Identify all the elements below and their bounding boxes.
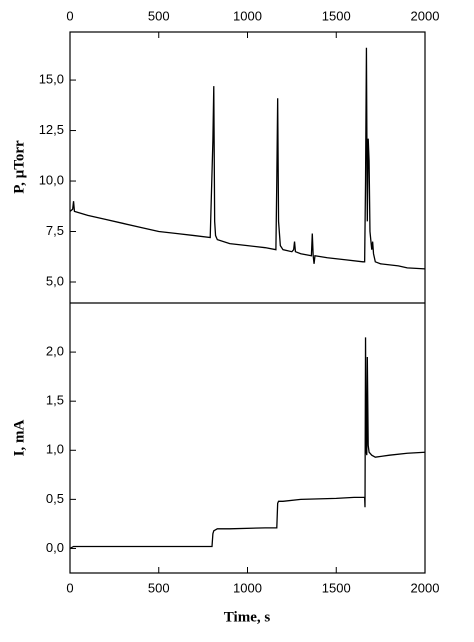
y-axis-label: P, µTorr (11, 140, 27, 194)
y-tick-label: 2,0 (46, 344, 64, 359)
y-tick-label: 12,5 (39, 122, 64, 137)
x-tick-label: 0 (66, 8, 73, 23)
y-tick-label: 5,0 (46, 273, 64, 288)
x-tick-label: 0 (66, 580, 73, 595)
y-tick-label: 0,5 (46, 491, 64, 506)
data-line (69, 47, 426, 270)
y-tick-label: 1,0 (46, 442, 64, 457)
x-axis-label: Time, s (224, 609, 271, 625)
y-tick-label: 1,5 (46, 393, 64, 408)
x-tick-label: 1000 (233, 580, 262, 595)
y-tick-label: 10,0 (39, 172, 64, 187)
x-tick-label: 500 (148, 8, 170, 23)
y-axis-label: I, mA (11, 420, 27, 457)
x-tick-label: 1500 (322, 8, 351, 23)
y-tick-label: 7,5 (46, 223, 64, 238)
data-line (69, 337, 426, 550)
x-tick-label: 1000 (233, 8, 262, 23)
y-tick-label: 15,0 (39, 71, 64, 86)
y-tick-label: 0,0 (46, 540, 64, 555)
x-tick-label: 2000 (411, 8, 440, 23)
x-tick-label: 500 (148, 580, 170, 595)
x-tick-label: 2000 (411, 580, 440, 595)
x-tick-label: 1500 (322, 580, 351, 595)
